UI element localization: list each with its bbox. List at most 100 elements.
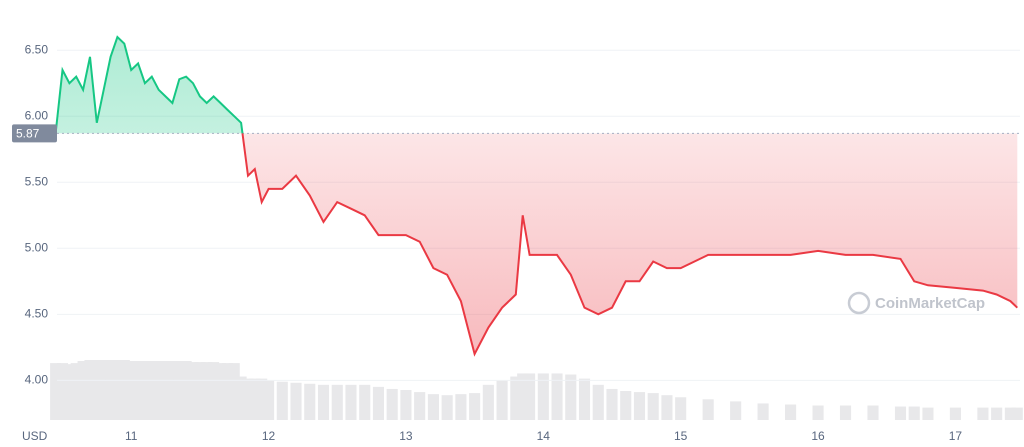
x-tick-label: 16 — [811, 429, 825, 443]
volume-bar — [1004, 407, 1016, 420]
volume-bar — [173, 361, 185, 420]
volume-bar — [359, 384, 371, 420]
volume-bar — [482, 384, 494, 420]
price-line-down — [55, 133, 1018, 357]
volume-bar — [63, 364, 75, 420]
volume-bar — [228, 363, 240, 420]
reference-label: 5.87 — [16, 127, 40, 141]
volume-bar — [400, 390, 412, 420]
volume-bar — [235, 376, 247, 420]
price-line-up — [54, 35, 244, 134]
volume-bar — [290, 382, 302, 420]
volume-bar — [661, 395, 673, 420]
volume-bar — [524, 373, 536, 420]
volume-bar — [105, 360, 117, 420]
volume-bar — [812, 405, 824, 420]
volume-bar — [345, 384, 357, 420]
volume-bar — [84, 360, 96, 420]
volume-bar — [56, 363, 69, 420]
volume-bar — [757, 403, 769, 420]
volume-bar — [620, 391, 632, 420]
volume-bar — [510, 376, 522, 420]
volume-bar — [146, 361, 158, 420]
volume-bar — [551, 373, 563, 420]
volume-bar — [139, 361, 151, 420]
volume-bar — [159, 361, 172, 420]
y-tick-label: 5.50 — [25, 174, 49, 188]
volume-bar — [180, 361, 192, 420]
y-tick-label: 6.50 — [25, 42, 49, 56]
volume-bar — [50, 363, 62, 420]
volume-bar — [565, 374, 577, 420]
volume-bar — [111, 360, 124, 420]
volume-bar — [153, 361, 165, 420]
volume-bar — [702, 399, 714, 420]
volume-bar — [118, 360, 130, 420]
y-tick-label: 5.00 — [25, 240, 49, 254]
volume-bar — [372, 386, 385, 420]
volume-bar — [427, 394, 439, 420]
volume-bar — [633, 392, 646, 420]
x-tick-label: 11 — [125, 429, 138, 443]
volume-bar — [263, 380, 275, 420]
volume-bar — [675, 397, 687, 420]
volume-bar — [867, 405, 879, 420]
volume-bar — [414, 392, 426, 420]
volume-bar — [730, 401, 742, 420]
volume-bar — [991, 407, 1003, 420]
area-up — [55, 37, 1018, 134]
volume-bar — [578, 378, 591, 420]
area-down — [55, 133, 1018, 354]
volume-bar — [592, 384, 604, 420]
volume-bar — [208, 362, 220, 420]
volume-bar — [304, 383, 316, 420]
volume-bar — [469, 393, 481, 420]
volume-bar — [70, 363, 82, 420]
volume-bar — [98, 360, 110, 420]
volume-bar — [606, 388, 618, 420]
volume-bar — [331, 384, 343, 420]
x-tick-label: 17 — [949, 429, 963, 443]
volume-bar — [647, 393, 659, 420]
x-tick-label: 14 — [537, 429, 551, 443]
volume-bar — [386, 388, 398, 420]
x-tick-label: 15 — [674, 429, 688, 443]
currency-label: USD — [22, 429, 48, 443]
x-tick-label: 13 — [399, 429, 413, 443]
volume-bar — [194, 362, 206, 420]
y-tick-label: 6.00 — [25, 108, 49, 122]
watermark-text: CoinMarketCap — [875, 295, 985, 312]
watermark: CoinMarketCap — [847, 291, 985, 315]
volume-bar — [77, 361, 89, 420]
volume-bar — [922, 407, 934, 420]
volume-bar — [91, 360, 103, 420]
volume-bar — [537, 373, 549, 420]
volume-bar — [125, 361, 137, 420]
volume-bar — [785, 404, 797, 420]
y-tick-label: 4.50 — [25, 307, 49, 321]
volume-bar — [249, 378, 261, 420]
volume-bar — [441, 395, 453, 420]
y-tick-label: 4.00 — [25, 373, 49, 387]
volume-bar — [132, 361, 144, 420]
volume-bar — [455, 394, 467, 420]
volume-bar — [496, 380, 508, 420]
volume-bar — [1011, 407, 1023, 420]
volume-bar — [517, 373, 529, 420]
volume-bar — [201, 362, 213, 420]
volume-bar — [949, 407, 961, 420]
volume-bar — [166, 361, 178, 420]
volume-bar — [317, 384, 330, 420]
volume-bar — [187, 362, 199, 420]
volume-bar — [242, 378, 254, 420]
volume-bar — [977, 407, 989, 420]
reference-label-box — [12, 124, 57, 143]
volume-bar — [908, 406, 920, 420]
x-tick-label: 12 — [262, 429, 276, 443]
volume-bar — [256, 378, 268, 420]
volume-bar — [221, 363, 233, 420]
volume-bar — [214, 363, 227, 420]
volume-bar — [894, 406, 907, 420]
volume-bar — [276, 381, 288, 420]
